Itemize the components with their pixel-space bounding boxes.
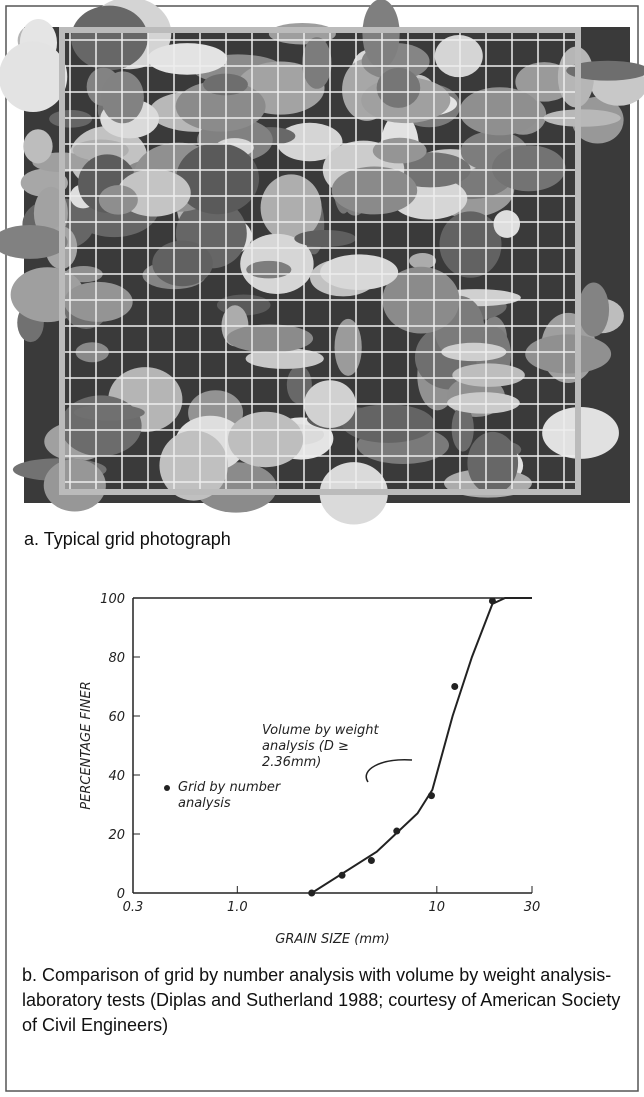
stone bbox=[492, 145, 566, 191]
stone bbox=[228, 412, 303, 468]
stone bbox=[373, 138, 427, 164]
stone bbox=[147, 43, 227, 75]
data-point bbox=[339, 872, 346, 879]
y-tick-label: 80 bbox=[108, 651, 125, 666]
legend-marker bbox=[164, 785, 170, 791]
data-point bbox=[308, 890, 315, 897]
x-tick-label: 30 bbox=[524, 900, 541, 915]
line-annotation: Volume by weight analysis (D ≥ 2.36mm) bbox=[262, 723, 412, 771]
stone bbox=[269, 23, 336, 45]
grid-photograph bbox=[0, 0, 644, 525]
stone bbox=[302, 37, 331, 89]
y-tick-label: 20 bbox=[108, 828, 125, 843]
x-tick-label: 1.0 bbox=[227, 900, 248, 915]
chart-caption: b. Comparison of grid by number analysis… bbox=[22, 963, 627, 1038]
x-axis-label: GRAIN SIZE (mm) bbox=[275, 932, 390, 947]
y-tick-label: 40 bbox=[108, 769, 125, 784]
stone bbox=[176, 143, 259, 214]
stone bbox=[0, 41, 67, 112]
stone bbox=[409, 253, 436, 269]
x-tick-label: 0.3 bbox=[123, 900, 144, 915]
stone bbox=[578, 282, 609, 336]
y-tick-label: 60 bbox=[108, 710, 125, 725]
stone bbox=[467, 432, 518, 494]
stone bbox=[99, 185, 138, 215]
stone bbox=[332, 167, 418, 215]
data-point bbox=[451, 683, 458, 690]
stone bbox=[435, 35, 483, 77]
stone bbox=[227, 324, 313, 352]
page: {"photo_caption": "a. Typical grid photo… bbox=[0, 0, 644, 1097]
stone bbox=[335, 319, 362, 376]
stone bbox=[74, 404, 145, 420]
stone bbox=[246, 261, 291, 279]
stone bbox=[362, 0, 399, 68]
stone bbox=[447, 392, 520, 413]
stone bbox=[377, 68, 421, 108]
data-point bbox=[428, 792, 435, 799]
stone bbox=[493, 210, 520, 238]
data-point bbox=[489, 597, 496, 604]
stone bbox=[459, 87, 539, 135]
stone bbox=[23, 129, 52, 163]
y-tick-label: 100 bbox=[100, 592, 125, 607]
photo-caption: a. Typical grid photograph bbox=[24, 527, 231, 552]
y-axis-label: PERCENTAGE FINER bbox=[79, 681, 94, 809]
x-tick-label: 10 bbox=[429, 900, 446, 915]
stone bbox=[71, 6, 148, 71]
data-point bbox=[393, 828, 400, 835]
stone bbox=[320, 254, 398, 290]
legend-label: Grid by number analysis bbox=[178, 780, 298, 812]
stone bbox=[452, 363, 525, 386]
data-point bbox=[368, 857, 375, 864]
